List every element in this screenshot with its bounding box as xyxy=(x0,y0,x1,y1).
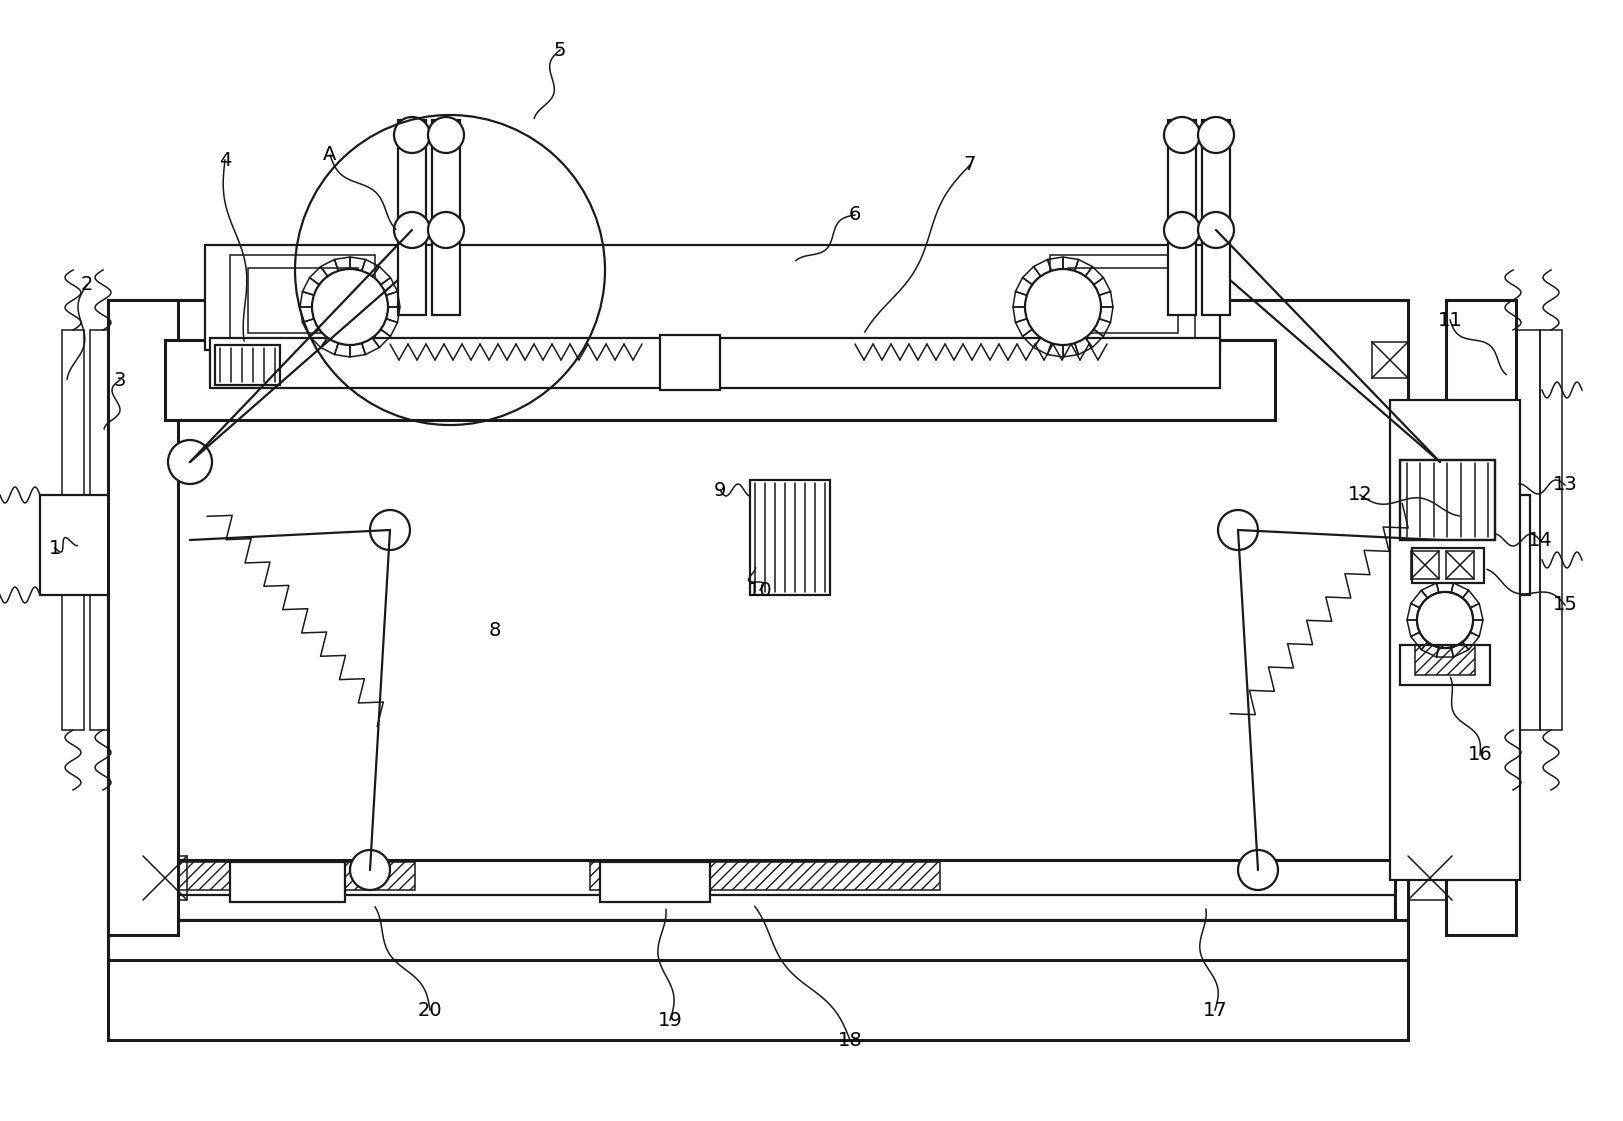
Bar xyxy=(1414,645,1474,675)
Circle shape xyxy=(428,117,464,152)
Circle shape xyxy=(1198,117,1233,152)
Text: 12: 12 xyxy=(1347,485,1371,504)
Bar xyxy=(109,300,179,935)
Text: 3: 3 xyxy=(114,371,127,389)
Text: 19: 19 xyxy=(657,1010,682,1029)
Circle shape xyxy=(428,212,464,248)
Circle shape xyxy=(1237,850,1277,890)
Bar xyxy=(432,120,459,315)
Bar xyxy=(230,862,344,902)
Bar xyxy=(115,860,1394,920)
Bar xyxy=(1410,548,1483,583)
Circle shape xyxy=(312,269,388,345)
Text: 8: 8 xyxy=(489,621,502,639)
Bar xyxy=(109,920,1407,960)
Circle shape xyxy=(1417,592,1472,648)
Bar xyxy=(599,862,709,902)
Bar xyxy=(204,245,1219,350)
Text: 9: 9 xyxy=(714,481,725,500)
Bar xyxy=(659,335,719,390)
Text: 10: 10 xyxy=(747,581,773,600)
Circle shape xyxy=(1217,510,1258,550)
Text: 20: 20 xyxy=(417,1001,441,1019)
Circle shape xyxy=(167,441,213,484)
Text: 5: 5 xyxy=(553,40,566,59)
Bar xyxy=(1371,342,1407,378)
Bar xyxy=(143,856,187,900)
Bar xyxy=(1389,400,1519,880)
Bar xyxy=(1407,856,1451,900)
Text: 13: 13 xyxy=(1552,475,1576,494)
Text: 14: 14 xyxy=(1527,530,1552,549)
Bar xyxy=(1050,254,1195,345)
Circle shape xyxy=(370,510,409,550)
Text: 1: 1 xyxy=(49,538,62,557)
Circle shape xyxy=(1417,441,1461,484)
Text: 18: 18 xyxy=(837,1030,862,1049)
Circle shape xyxy=(1164,117,1199,152)
Bar xyxy=(1068,268,1177,333)
Text: 15: 15 xyxy=(1552,595,1576,614)
Bar xyxy=(230,254,375,345)
Bar xyxy=(214,345,279,385)
Bar xyxy=(1399,645,1488,685)
Bar xyxy=(1399,460,1495,540)
Text: 11: 11 xyxy=(1436,311,1461,330)
Text: 17: 17 xyxy=(1203,1001,1227,1019)
Bar xyxy=(750,480,829,595)
Bar xyxy=(115,895,1394,920)
Bar xyxy=(1539,330,1561,730)
Bar xyxy=(1399,460,1495,540)
Bar xyxy=(1509,330,1539,730)
Bar xyxy=(1459,495,1529,595)
Text: 2: 2 xyxy=(81,276,93,295)
Bar xyxy=(166,862,415,890)
Bar xyxy=(248,268,357,333)
Bar xyxy=(1167,120,1195,315)
Bar xyxy=(41,495,110,595)
Text: 6: 6 xyxy=(849,205,860,224)
Bar xyxy=(89,330,115,730)
Bar xyxy=(109,300,1407,1040)
Bar xyxy=(1444,552,1474,580)
Text: 16: 16 xyxy=(1467,745,1492,765)
Bar xyxy=(589,862,940,890)
Circle shape xyxy=(1417,592,1472,648)
Bar xyxy=(1410,552,1438,580)
Bar xyxy=(166,340,1274,420)
Bar xyxy=(1201,120,1229,315)
Circle shape xyxy=(1024,269,1100,345)
Bar xyxy=(62,330,84,730)
Bar xyxy=(398,120,425,315)
Circle shape xyxy=(351,850,390,890)
Text: 4: 4 xyxy=(219,150,230,169)
Bar xyxy=(1444,300,1514,935)
Bar xyxy=(209,339,1219,388)
Circle shape xyxy=(394,212,430,248)
Text: A: A xyxy=(323,146,336,165)
Circle shape xyxy=(1198,212,1233,248)
Circle shape xyxy=(394,117,430,152)
Circle shape xyxy=(1164,212,1199,248)
Text: 7: 7 xyxy=(962,156,975,175)
